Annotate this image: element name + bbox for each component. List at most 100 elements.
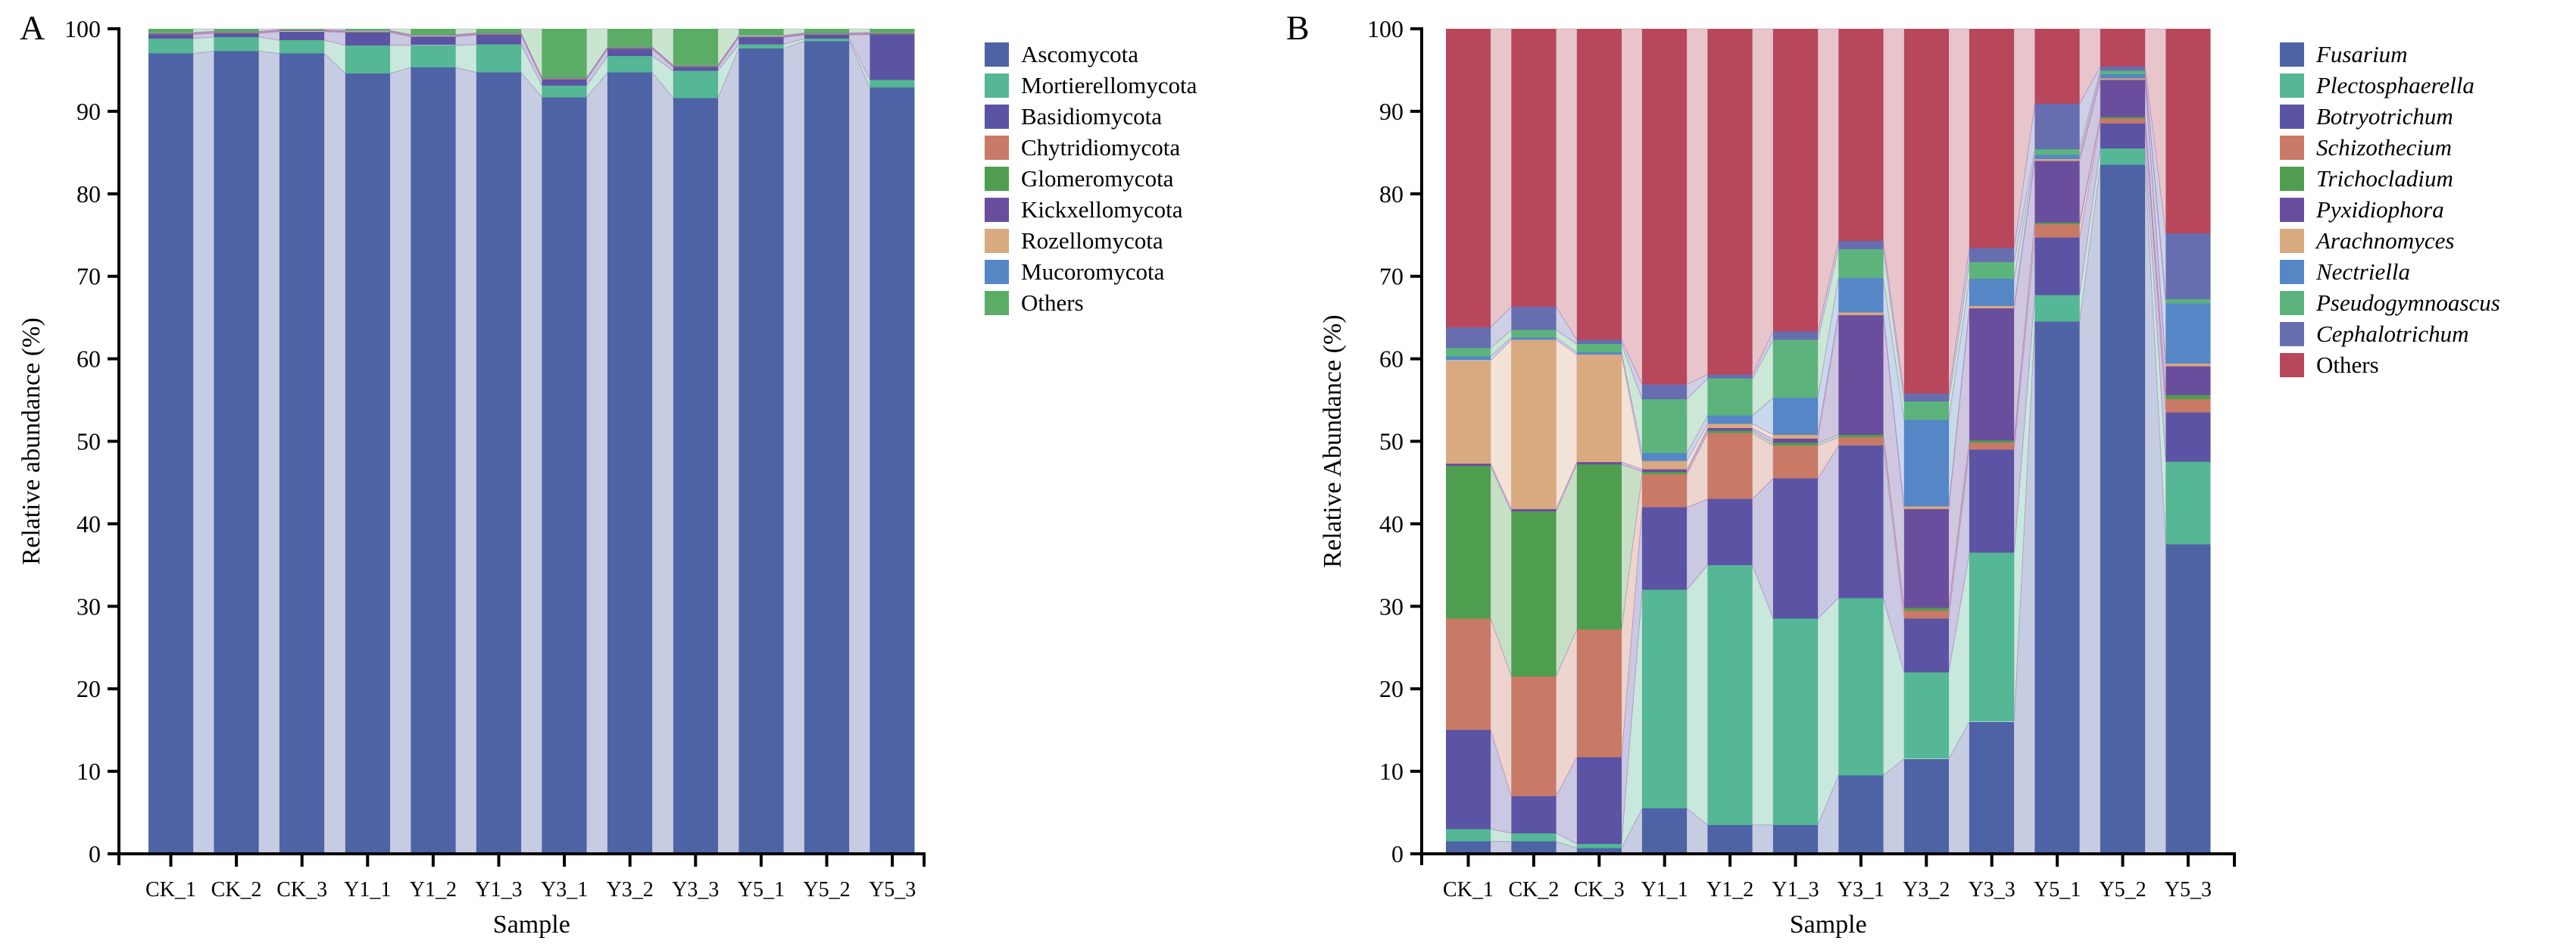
bar-segment xyxy=(1642,29,1688,385)
sample-tick-label: Y1_1 xyxy=(344,878,391,902)
bar-segment xyxy=(542,86,587,98)
y-tick-label: 90 xyxy=(1379,98,1404,125)
bar-segment xyxy=(1446,841,1491,854)
bar-segment xyxy=(1707,29,1753,375)
bar-segment xyxy=(1576,339,1622,344)
bar-segment xyxy=(148,39,193,54)
bar-segment xyxy=(476,35,521,45)
bar-segment xyxy=(1903,610,1949,619)
bar-segment xyxy=(1511,841,1557,854)
bar-segment xyxy=(1838,775,1884,854)
alluvial-flow xyxy=(455,67,477,855)
bar-segment xyxy=(1707,824,1753,854)
sample-tick-label: CK_1 xyxy=(1443,878,1494,902)
bar-segment xyxy=(542,97,587,854)
bar-segment xyxy=(1773,439,1818,443)
legend-swatch xyxy=(2280,198,2304,222)
bar-segment xyxy=(1969,442,2015,450)
legend-label: Basidiomycota xyxy=(1021,103,1162,130)
alluvial-flow xyxy=(651,71,674,855)
bar-segment xyxy=(1838,445,1884,599)
bar-segment xyxy=(673,64,718,66)
bar-segment xyxy=(1642,471,1688,475)
bar-segment xyxy=(738,37,784,45)
sample-tick-label: Y3_2 xyxy=(607,878,654,902)
legend-swatch xyxy=(985,229,1009,253)
bar-segment xyxy=(1446,829,1491,842)
x-axis-title: Sample xyxy=(493,911,570,939)
bar-segment xyxy=(1903,29,1949,394)
bar-segment xyxy=(1969,279,2015,306)
sample-tick-label: CK_3 xyxy=(1574,878,1625,902)
y-tick-label: 20 xyxy=(1379,675,1404,702)
sample-tick-label: Y5_2 xyxy=(803,878,850,902)
bar-segment xyxy=(345,32,390,45)
bar-segment xyxy=(607,55,653,73)
legend-label: Trichocladium xyxy=(2316,165,2453,192)
legend-swatch xyxy=(985,73,1009,98)
bar-segment xyxy=(1576,352,1622,355)
bar-segment xyxy=(2165,412,2211,462)
legend-label: Cephalotrichum xyxy=(2316,320,2469,347)
bar-segment xyxy=(476,33,521,34)
bar-segment xyxy=(2034,149,2080,155)
bar-segment xyxy=(345,45,390,73)
bar-segment xyxy=(1576,757,1622,844)
legend-label: Chytridiomycota xyxy=(1021,134,1180,161)
bar-segment xyxy=(870,80,915,88)
alluvial-flow xyxy=(848,28,870,33)
bar-segment xyxy=(1773,445,1818,479)
alluvial-flow xyxy=(1555,28,1578,341)
bar-segment xyxy=(804,33,849,34)
legend-swatch xyxy=(985,198,1009,222)
bar-segment xyxy=(1707,374,1753,379)
bar-segment xyxy=(1576,29,1622,340)
bar-segment xyxy=(2034,161,2080,223)
bar-segment xyxy=(2100,148,2145,165)
legend-label: Nectriella xyxy=(2315,258,2410,285)
bar-segment xyxy=(2034,237,2080,295)
legend-swatch xyxy=(985,167,1009,191)
bar-segment xyxy=(607,47,653,48)
sample-tick-label: Y3_3 xyxy=(672,878,719,902)
alluvial-flow xyxy=(1621,28,1643,385)
bar-segment xyxy=(738,48,784,855)
bar-segment xyxy=(1511,511,1557,677)
bar-segment xyxy=(542,77,587,79)
bar-segment xyxy=(345,73,390,854)
legend-swatch xyxy=(2280,322,2304,346)
bar-segment xyxy=(2034,295,2080,322)
bar-segment xyxy=(1446,466,1491,619)
sample-tick-label: Y1_3 xyxy=(1772,878,1819,902)
bar-segment xyxy=(1642,474,1688,508)
bar-segment xyxy=(1707,430,1753,433)
bar-segment xyxy=(738,36,784,38)
bar-segment xyxy=(1773,442,1818,445)
bar-segment xyxy=(870,34,915,35)
bar-segment xyxy=(1838,437,1884,445)
bar-segment xyxy=(673,29,718,65)
legend-swatch xyxy=(985,291,1009,315)
bar-segment xyxy=(1707,378,1753,416)
y-tick-label: 10 xyxy=(1379,758,1404,785)
bar-segment xyxy=(2100,70,2145,74)
bar-segment xyxy=(214,36,259,52)
bar-segment xyxy=(542,77,587,78)
sample-tick-label: Y5_3 xyxy=(2165,878,2212,902)
y-tick-label: 60 xyxy=(1379,345,1404,373)
sample-tick-label: CK_2 xyxy=(211,878,262,902)
legend-swatch xyxy=(2280,353,2304,377)
bar-segment xyxy=(1969,262,2015,279)
bar-segment xyxy=(1446,29,1491,328)
legend-swatch xyxy=(2280,73,2304,98)
y-axis-title: Relative abundance (%) xyxy=(17,317,45,565)
bar-segment xyxy=(214,31,259,32)
bar-segment xyxy=(673,98,718,854)
bar-segment xyxy=(870,29,915,33)
bar-segment xyxy=(673,67,718,71)
alluvial-flow xyxy=(783,40,805,855)
bar-segment xyxy=(2165,366,2211,395)
legend-label: Botryotrichum xyxy=(2316,103,2453,130)
bar-segment xyxy=(411,35,456,36)
bar-segment xyxy=(279,30,325,32)
